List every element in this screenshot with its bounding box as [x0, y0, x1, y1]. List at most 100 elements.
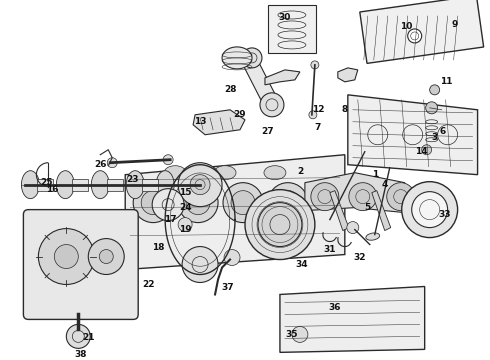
Text: 21: 21 — [82, 333, 95, 342]
Polygon shape — [265, 70, 300, 85]
Bar — [360, 0, 484, 63]
Ellipse shape — [156, 171, 174, 199]
Circle shape — [178, 183, 218, 222]
Text: 8: 8 — [342, 105, 348, 114]
Text: 2: 2 — [297, 167, 303, 176]
Circle shape — [133, 183, 173, 222]
Bar — [268, 5, 316, 53]
Ellipse shape — [264, 166, 286, 180]
Circle shape — [268, 183, 308, 222]
Polygon shape — [372, 191, 391, 231]
Circle shape — [311, 183, 339, 211]
Ellipse shape — [214, 166, 236, 180]
Text: 37: 37 — [221, 283, 234, 292]
Circle shape — [190, 175, 210, 195]
Bar — [107, 179, 123, 191]
Text: 9: 9 — [451, 21, 458, 30]
Polygon shape — [338, 68, 358, 82]
Text: 16: 16 — [46, 185, 59, 194]
Text: 3: 3 — [432, 133, 438, 142]
Text: 28: 28 — [224, 85, 236, 94]
Text: 7: 7 — [315, 123, 321, 132]
Circle shape — [349, 183, 377, 211]
Text: 34: 34 — [295, 260, 308, 269]
Circle shape — [292, 327, 308, 342]
Bar — [73, 179, 88, 191]
Text: 23: 23 — [126, 175, 139, 184]
Circle shape — [178, 217, 192, 231]
Text: 22: 22 — [142, 280, 154, 289]
Text: 6: 6 — [440, 127, 446, 136]
Circle shape — [402, 182, 458, 238]
Text: 27: 27 — [262, 127, 274, 136]
Circle shape — [231, 191, 255, 215]
Polygon shape — [348, 95, 478, 175]
Text: 33: 33 — [439, 210, 451, 219]
Text: 24: 24 — [179, 203, 192, 212]
Circle shape — [430, 85, 440, 95]
Text: 26: 26 — [94, 160, 106, 169]
Text: 17: 17 — [164, 215, 176, 224]
Circle shape — [347, 222, 359, 234]
Circle shape — [242, 48, 262, 68]
Text: 10: 10 — [400, 22, 413, 31]
Circle shape — [426, 102, 438, 114]
Bar — [37, 179, 53, 191]
Circle shape — [152, 189, 184, 221]
Circle shape — [178, 163, 222, 207]
Polygon shape — [280, 287, 425, 352]
Text: 14: 14 — [416, 147, 428, 156]
Circle shape — [99, 249, 113, 264]
Ellipse shape — [164, 166, 186, 180]
Polygon shape — [193, 110, 245, 135]
FancyBboxPatch shape — [24, 210, 138, 319]
Text: 13: 13 — [194, 117, 206, 126]
Circle shape — [408, 29, 422, 43]
Circle shape — [309, 111, 317, 119]
Circle shape — [163, 155, 173, 165]
Text: 18: 18 — [152, 243, 165, 252]
Polygon shape — [330, 191, 349, 231]
Circle shape — [88, 239, 124, 275]
Circle shape — [107, 158, 117, 168]
Circle shape — [54, 244, 78, 269]
Circle shape — [276, 191, 300, 215]
Ellipse shape — [222, 47, 252, 69]
Circle shape — [245, 190, 315, 260]
Text: 5: 5 — [365, 203, 371, 212]
Text: 19: 19 — [179, 225, 192, 234]
Text: 30: 30 — [279, 13, 291, 22]
Circle shape — [387, 183, 415, 211]
Circle shape — [224, 249, 240, 266]
Polygon shape — [305, 173, 405, 213]
Circle shape — [141, 191, 165, 215]
Text: 29: 29 — [234, 110, 246, 119]
Text: 25: 25 — [40, 178, 52, 187]
Text: 38: 38 — [74, 350, 87, 359]
Text: 31: 31 — [323, 245, 336, 254]
Text: 12: 12 — [312, 105, 324, 114]
Text: 15: 15 — [179, 188, 192, 197]
Text: 35: 35 — [286, 330, 298, 339]
Text: 36: 36 — [329, 303, 341, 312]
Bar — [142, 179, 158, 191]
Text: 4: 4 — [382, 180, 388, 189]
Circle shape — [422, 145, 432, 155]
Circle shape — [182, 247, 218, 283]
Circle shape — [311, 61, 319, 69]
Text: 32: 32 — [354, 253, 366, 262]
Circle shape — [260, 93, 284, 117]
Circle shape — [223, 183, 263, 222]
Circle shape — [66, 324, 90, 348]
Ellipse shape — [56, 171, 74, 199]
Polygon shape — [242, 55, 278, 108]
Circle shape — [258, 203, 302, 247]
Text: 1: 1 — [371, 170, 378, 179]
Circle shape — [38, 229, 94, 284]
Polygon shape — [125, 155, 345, 270]
Ellipse shape — [320, 218, 333, 227]
Text: 11: 11 — [441, 77, 453, 86]
Circle shape — [186, 191, 210, 215]
Ellipse shape — [126, 171, 144, 199]
Circle shape — [412, 192, 448, 228]
